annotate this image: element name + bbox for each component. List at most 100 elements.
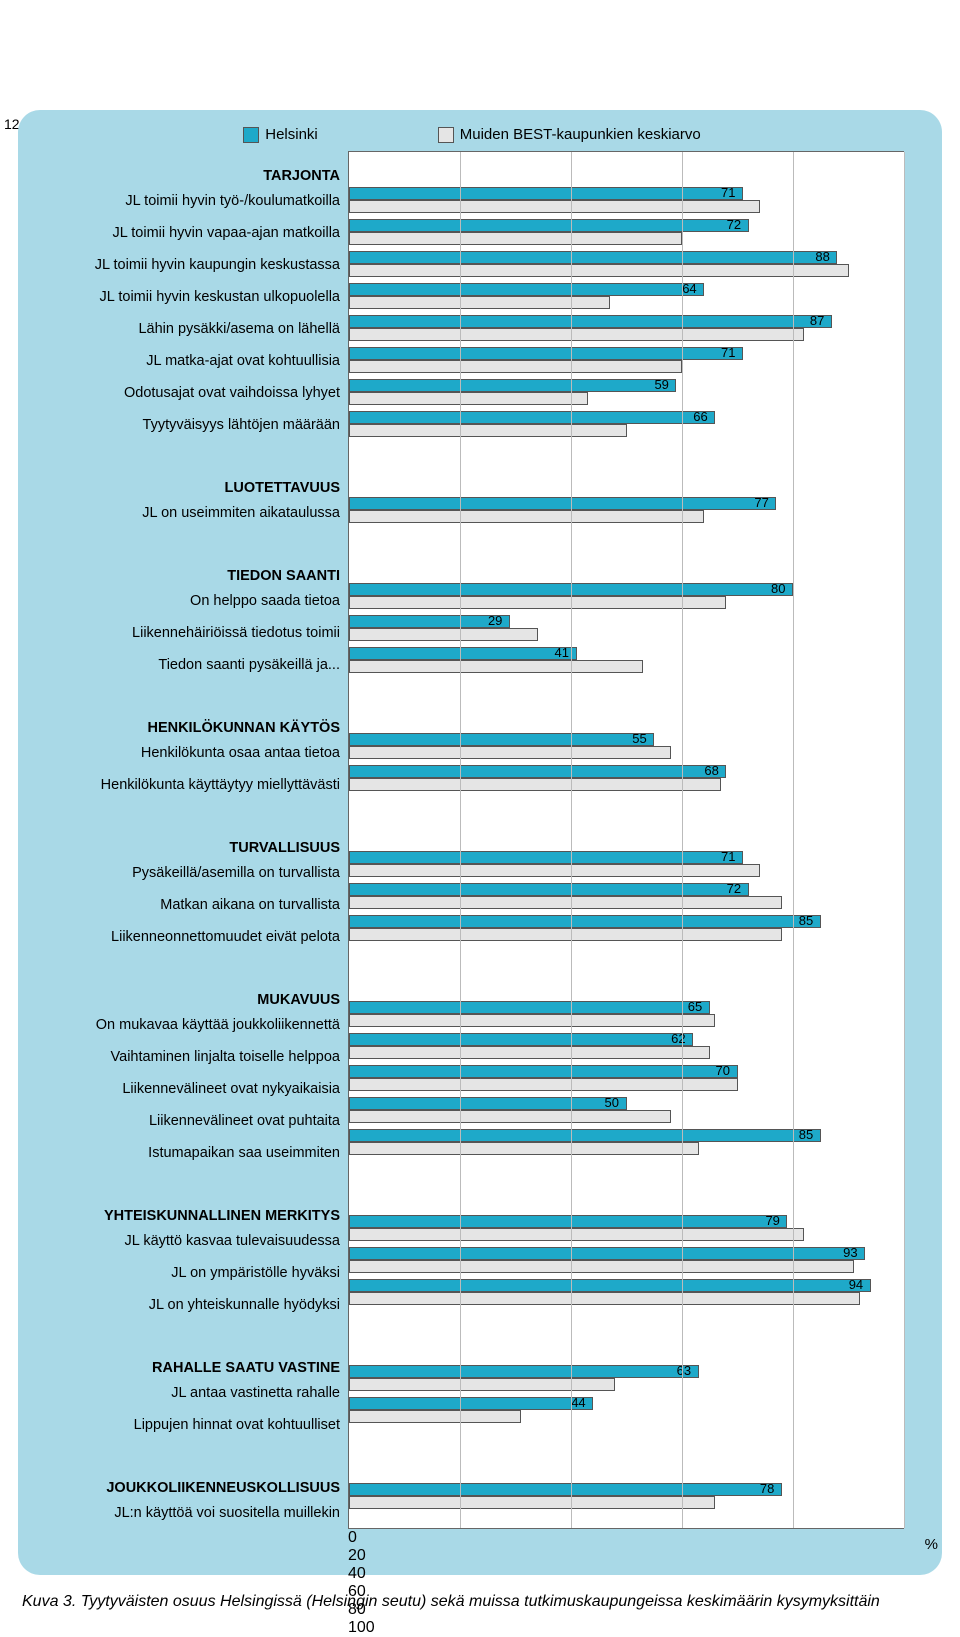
bar-other: [349, 200, 760, 213]
bar-row: 71: [349, 344, 904, 376]
group-heading: TIEDON SAANTI: [40, 551, 340, 585]
bar-value-helsinki: 93: [843, 1245, 857, 1260]
bar-row: 44: [349, 1394, 904, 1426]
bar-label: Henkilökunta käyttäytyy miellyttävästi: [40, 769, 340, 801]
group-spacer: [40, 1441, 340, 1463]
bar-label: Vaihtaminen linjalta toiselle helppoa: [40, 1041, 340, 1073]
bar-helsinki: [349, 219, 749, 232]
bar-other: [349, 1496, 715, 1509]
bar-label: Henkilökunta osaa antaa tietoa: [40, 737, 340, 769]
bar-value-helsinki: 65: [688, 999, 702, 1014]
bar-value-helsinki: 59: [654, 377, 668, 392]
bar-helsinki: [349, 411, 715, 424]
bar-label: Istumapaikan saa useimmiten: [40, 1137, 340, 1169]
bar-helsinki: [349, 251, 837, 264]
group-heading: TURVALLISUUS: [40, 823, 340, 857]
bar-value-helsinki: 66: [693, 409, 707, 424]
bar-label: JL antaa vastinetta rahalle: [40, 1377, 340, 1409]
bar-row: 94: [349, 1276, 904, 1308]
bar-value-helsinki: 70: [716, 1063, 730, 1078]
bar-helsinki: [349, 347, 743, 360]
bar-other: [349, 660, 643, 673]
bar-row: 66: [349, 408, 904, 440]
bar-other: [349, 1260, 854, 1273]
bar-label: Liikennevälineet ovat puhtaita: [40, 1105, 340, 1137]
heading-spacer: [349, 1448, 904, 1480]
bar-other: [349, 424, 627, 437]
x-tick: 0: [348, 1529, 904, 1547]
bar-value-helsinki: 87: [810, 313, 824, 328]
bar-label: JL toimii hyvin työ-/koulumatkoilla: [40, 185, 340, 217]
bars-area: 7172886487715966778029415568717285656270…: [348, 151, 904, 1529]
legend-item-other: Muiden BEST-kaupunkien keskiarvo: [438, 126, 701, 143]
group-heading: YHTEISKUNNALLINEN MERKITYS: [40, 1191, 340, 1225]
group-spacer: [349, 440, 904, 462]
bar-helsinki: [349, 1129, 821, 1142]
bar-row: 88: [349, 248, 904, 280]
bar-helsinki: [349, 1397, 593, 1410]
gridline: [904, 152, 905, 1528]
bar-label: On helppo saada tietoa: [40, 585, 340, 617]
bar-other: [349, 778, 721, 791]
bar-label: JL on useimmiten aikataulussa: [40, 497, 340, 529]
bar-label: JL toimii hyvin vapaa-ajan matkoilla: [40, 217, 340, 249]
bar-other: [349, 264, 849, 277]
bar-row: 85: [349, 1126, 904, 1158]
bar-helsinki: [349, 765, 726, 778]
bar-value-helsinki: 72: [727, 881, 741, 896]
bar-value-helsinki: 79: [765, 1213, 779, 1228]
bar-helsinki: [349, 615, 510, 628]
bar-label: JL toimii hyvin kaupungin keskustassa: [40, 249, 340, 281]
bar-other: [349, 232, 682, 245]
bar-helsinki: [349, 851, 743, 864]
x-tick: 40: [348, 1565, 904, 1583]
bar-label: JL on ympäristölle hyväksi: [40, 1257, 340, 1289]
bar-helsinki: [349, 883, 749, 896]
gridline: [682, 152, 683, 1528]
bar-other: [349, 1142, 699, 1155]
bar-other: [349, 1046, 710, 1059]
bar-other: [349, 928, 782, 941]
bar-row: 59: [349, 376, 904, 408]
bar-label: Pysäkeillä/asemilla on turvallista: [40, 857, 340, 889]
bar-row: 62: [349, 1030, 904, 1062]
bar-other: [349, 510, 704, 523]
chart-card: Helsinki Muiden BEST-kaupunkien keskiarv…: [18, 110, 942, 1575]
bar-row: 85: [349, 912, 904, 944]
x-tick: 60: [348, 1583, 904, 1601]
bar-value-helsinki: 68: [704, 763, 718, 778]
x-tick: 100: [348, 1619, 904, 1637]
group-spacer: [349, 794, 904, 816]
bar-helsinki: [349, 647, 577, 660]
bar-value-helsinki: 94: [849, 1277, 863, 1292]
bar-value-helsinki: 85: [799, 913, 813, 928]
bar-value-helsinki: 29: [488, 613, 502, 628]
bar-label: JL toimii hyvin keskustan ulkopuolella: [40, 281, 340, 313]
bar-other: [349, 1110, 671, 1123]
group-spacer: [40, 1321, 340, 1343]
bar-label: Tyytyväisyys lähtöjen määrään: [40, 409, 340, 441]
bar-row: 29: [349, 612, 904, 644]
bar-label: Odotusajat ovat vaihdoissa lyhyet: [40, 377, 340, 409]
bar-label: Lähin pysäkki/asema on lähellä: [40, 313, 340, 345]
bar-row: 93: [349, 1244, 904, 1276]
bar-helsinki: [349, 1365, 699, 1378]
bar-row: 72: [349, 216, 904, 248]
bar-helsinki: [349, 497, 776, 510]
bar-label: JL on yhteiskunnalle hyödyksi: [40, 1289, 340, 1321]
page: 12 Helsinki Muiden BEST-kaupunkien keski…: [0, 110, 960, 1613]
legend-label-1: Helsinki: [265, 126, 318, 143]
bar-row: 72: [349, 880, 904, 912]
group-spacer: [40, 529, 340, 551]
group-spacer: [349, 1426, 904, 1448]
bar-label: Tiedon saanti pysäkeillä ja...: [40, 649, 340, 681]
group-spacer: [40, 801, 340, 823]
heading-spacer: [349, 816, 904, 848]
bar-other: [349, 864, 760, 877]
bars: 7172886487715966778029415568717285656270…: [349, 152, 904, 1512]
bar-value-helsinki: 77: [754, 495, 768, 510]
bar-label: Liikennehäiriöissä tiedotus toimii: [40, 617, 340, 649]
x-unit-label: %: [925, 1536, 938, 1553]
bar-row: 77: [349, 494, 904, 526]
group-heading: LUOTETTAVUUS: [40, 463, 340, 497]
